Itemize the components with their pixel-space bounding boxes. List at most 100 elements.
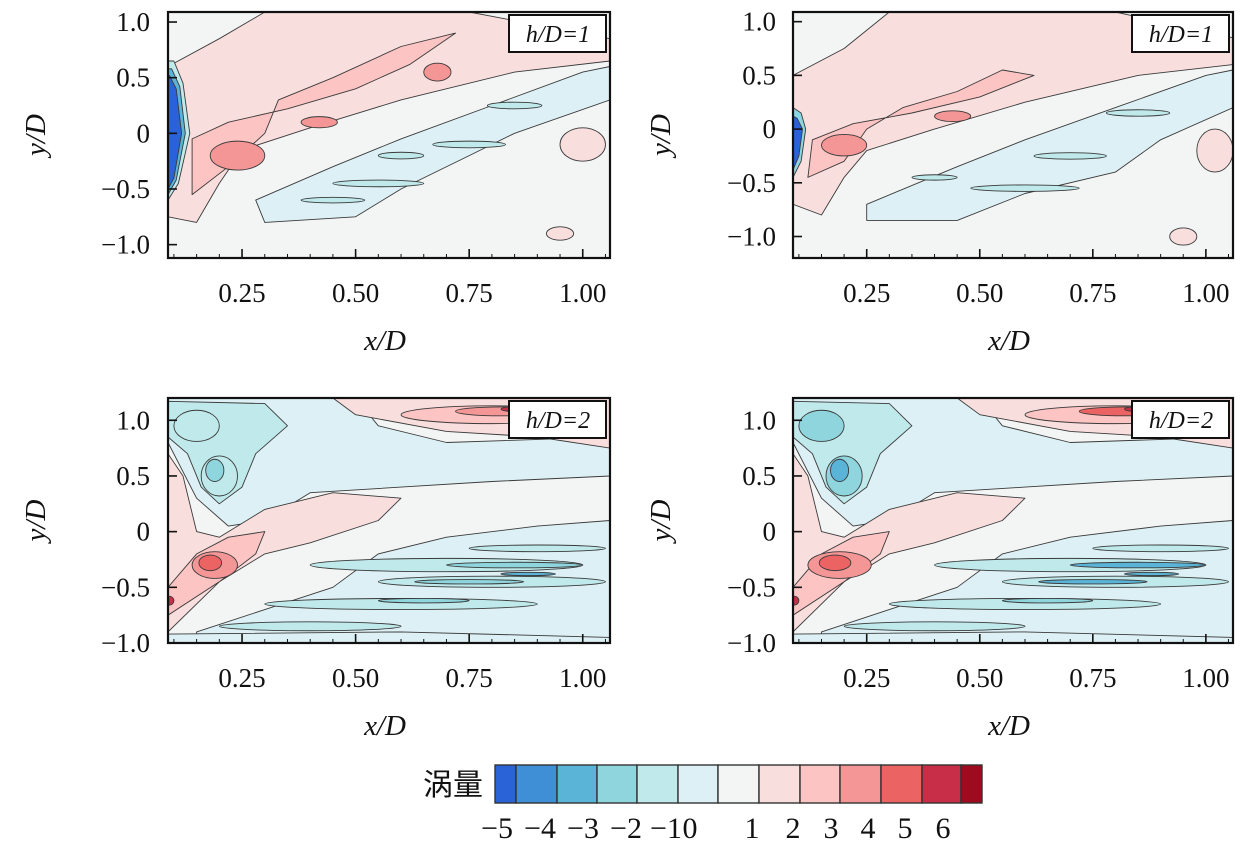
contour-region (807, 69, 1035, 178)
colorbar-cell (921, 764, 962, 804)
contour-region (866, 69, 1233, 221)
x-tick-label: 1.00 (1182, 278, 1229, 308)
colorbar-tick-label: 0 (683, 812, 698, 845)
contour-region (218, 621, 402, 632)
y-tick-label: 0 (137, 517, 151, 547)
y-tick-label: 0.5 (116, 63, 150, 93)
contour-region (1001, 598, 1094, 604)
colorbar-title: 涡量 (423, 768, 483, 803)
contour-panel-2: 0.25 0.50 0.75 1.001.00.50−0.5−1.0x/Dy/Dh/D… (645, 7, 1235, 357)
contour-region (486, 101, 543, 110)
colorbar-cell (839, 764, 882, 804)
x-tick-label: 0.75 (446, 278, 493, 308)
colorbar-tick-label: −3 (567, 812, 599, 845)
colorbar-cell (880, 764, 923, 804)
contour-region (377, 598, 470, 604)
colorbar-tick-label: −4 (524, 812, 556, 845)
panel-label-box (508, 14, 607, 53)
contour-region (446, 561, 584, 569)
y-axis-title: y/D (645, 114, 677, 159)
x-tick-label: 1.00 (559, 663, 606, 693)
x-tick-label: 0.50 (956, 278, 1003, 308)
colorbar: 涡量 −5 −4 −3 −2 −1 0 1 2 3 4 5 6 (423, 764, 983, 845)
contour-region (432, 140, 506, 149)
contour-region (300, 116, 338, 129)
plot-area (793, 12, 1233, 258)
contour-region (332, 179, 425, 188)
y-tick-label: 0.5 (116, 461, 150, 491)
contour-region (793, 12, 1233, 216)
contour-region (818, 554, 852, 572)
contour-region (970, 184, 1080, 192)
panel-label: h/D=1 (526, 22, 590, 48)
y-tick-label: 0.5 (742, 461, 776, 491)
plot-frame (791, 10, 1235, 260)
x-tick-label: 0.25 (843, 663, 890, 693)
contour-region (168, 595, 175, 606)
y-axis-title: y/D (20, 114, 52, 159)
contour-region (1038, 579, 1148, 585)
contour-region (934, 110, 972, 123)
contour-region (793, 595, 800, 606)
y-tick-label: 0 (137, 118, 151, 148)
colorbar-cell (494, 764, 517, 804)
y-tick-label: −0.5 (101, 572, 150, 602)
contour-region (793, 453, 1026, 633)
contour-region (545, 226, 575, 241)
contour-region (423, 62, 452, 82)
colorbar-cell (636, 764, 679, 804)
contour-region (168, 631, 610, 643)
colorbar-tick-label: 4 (861, 812, 876, 845)
contour-region (559, 127, 606, 162)
colorbar-cell (677, 764, 719, 804)
y-tick-label: 0 (763, 517, 777, 547)
contour-region (173, 409, 220, 442)
x-tick-label: 0.50 (332, 278, 379, 308)
plot-frame (791, 396, 1235, 645)
contour-region (911, 174, 958, 181)
panel-label: h/D=2 (526, 408, 590, 434)
x-tick-label: 0.25 (843, 278, 890, 308)
y-tick-label: 0 (763, 114, 777, 144)
x-tick-label: 0.50 (956, 663, 1003, 693)
plot-frame (166, 396, 612, 645)
colorbar-cell (596, 764, 638, 804)
y-tick-label: −1.0 (727, 222, 776, 252)
x-axis-title: x/D (363, 325, 406, 357)
y-tick-label: 1.0 (742, 7, 776, 37)
colorbar-tick-label: 6 (936, 812, 951, 845)
x-tick-label: 0.25 (218, 663, 265, 693)
contour-region (198, 554, 223, 572)
panel-label: h/D=1 (1149, 22, 1213, 48)
colorbar-cell (960, 764, 983, 804)
x-tick-label: 0.50 (332, 663, 379, 693)
contour-region (1169, 227, 1198, 246)
plot-frame (166, 10, 612, 260)
contour-region (1069, 561, 1207, 569)
y-tick-label: 1.0 (742, 405, 776, 435)
colorbar-tick-label: 1 (745, 812, 760, 845)
colorbar-tick-label: −2 (610, 812, 642, 845)
y-tick-label: −1.0 (101, 628, 150, 658)
y-axis-title: y/D (20, 500, 52, 545)
contour-region (468, 544, 606, 553)
contour-region (168, 74, 183, 190)
plot-area (168, 398, 610, 643)
x-axis-title: x/D (363, 710, 406, 742)
colorbar-tick-label: 3 (824, 812, 839, 845)
contour-region (500, 571, 556, 577)
contour-panel-1: 0.25 0.50 0.75 1.001.00.50−0.5−1.0x/Dy/Dh/D… (20, 7, 612, 357)
colorbar-tick-label: −1 (650, 812, 682, 845)
colorbar-cell (717, 764, 760, 804)
contour-region (821, 134, 868, 157)
colorbar-tick-label: 5 (898, 812, 913, 845)
contour-region (843, 621, 1026, 632)
y-tick-label: −0.5 (101, 174, 150, 204)
y-tick-label: −1.0 (727, 628, 776, 658)
colorbar-cell (556, 764, 598, 804)
y-axis-title: y/D (645, 500, 677, 545)
contour-region (414, 579, 525, 585)
contour-region (1124, 571, 1180, 577)
contour-region (830, 458, 850, 482)
